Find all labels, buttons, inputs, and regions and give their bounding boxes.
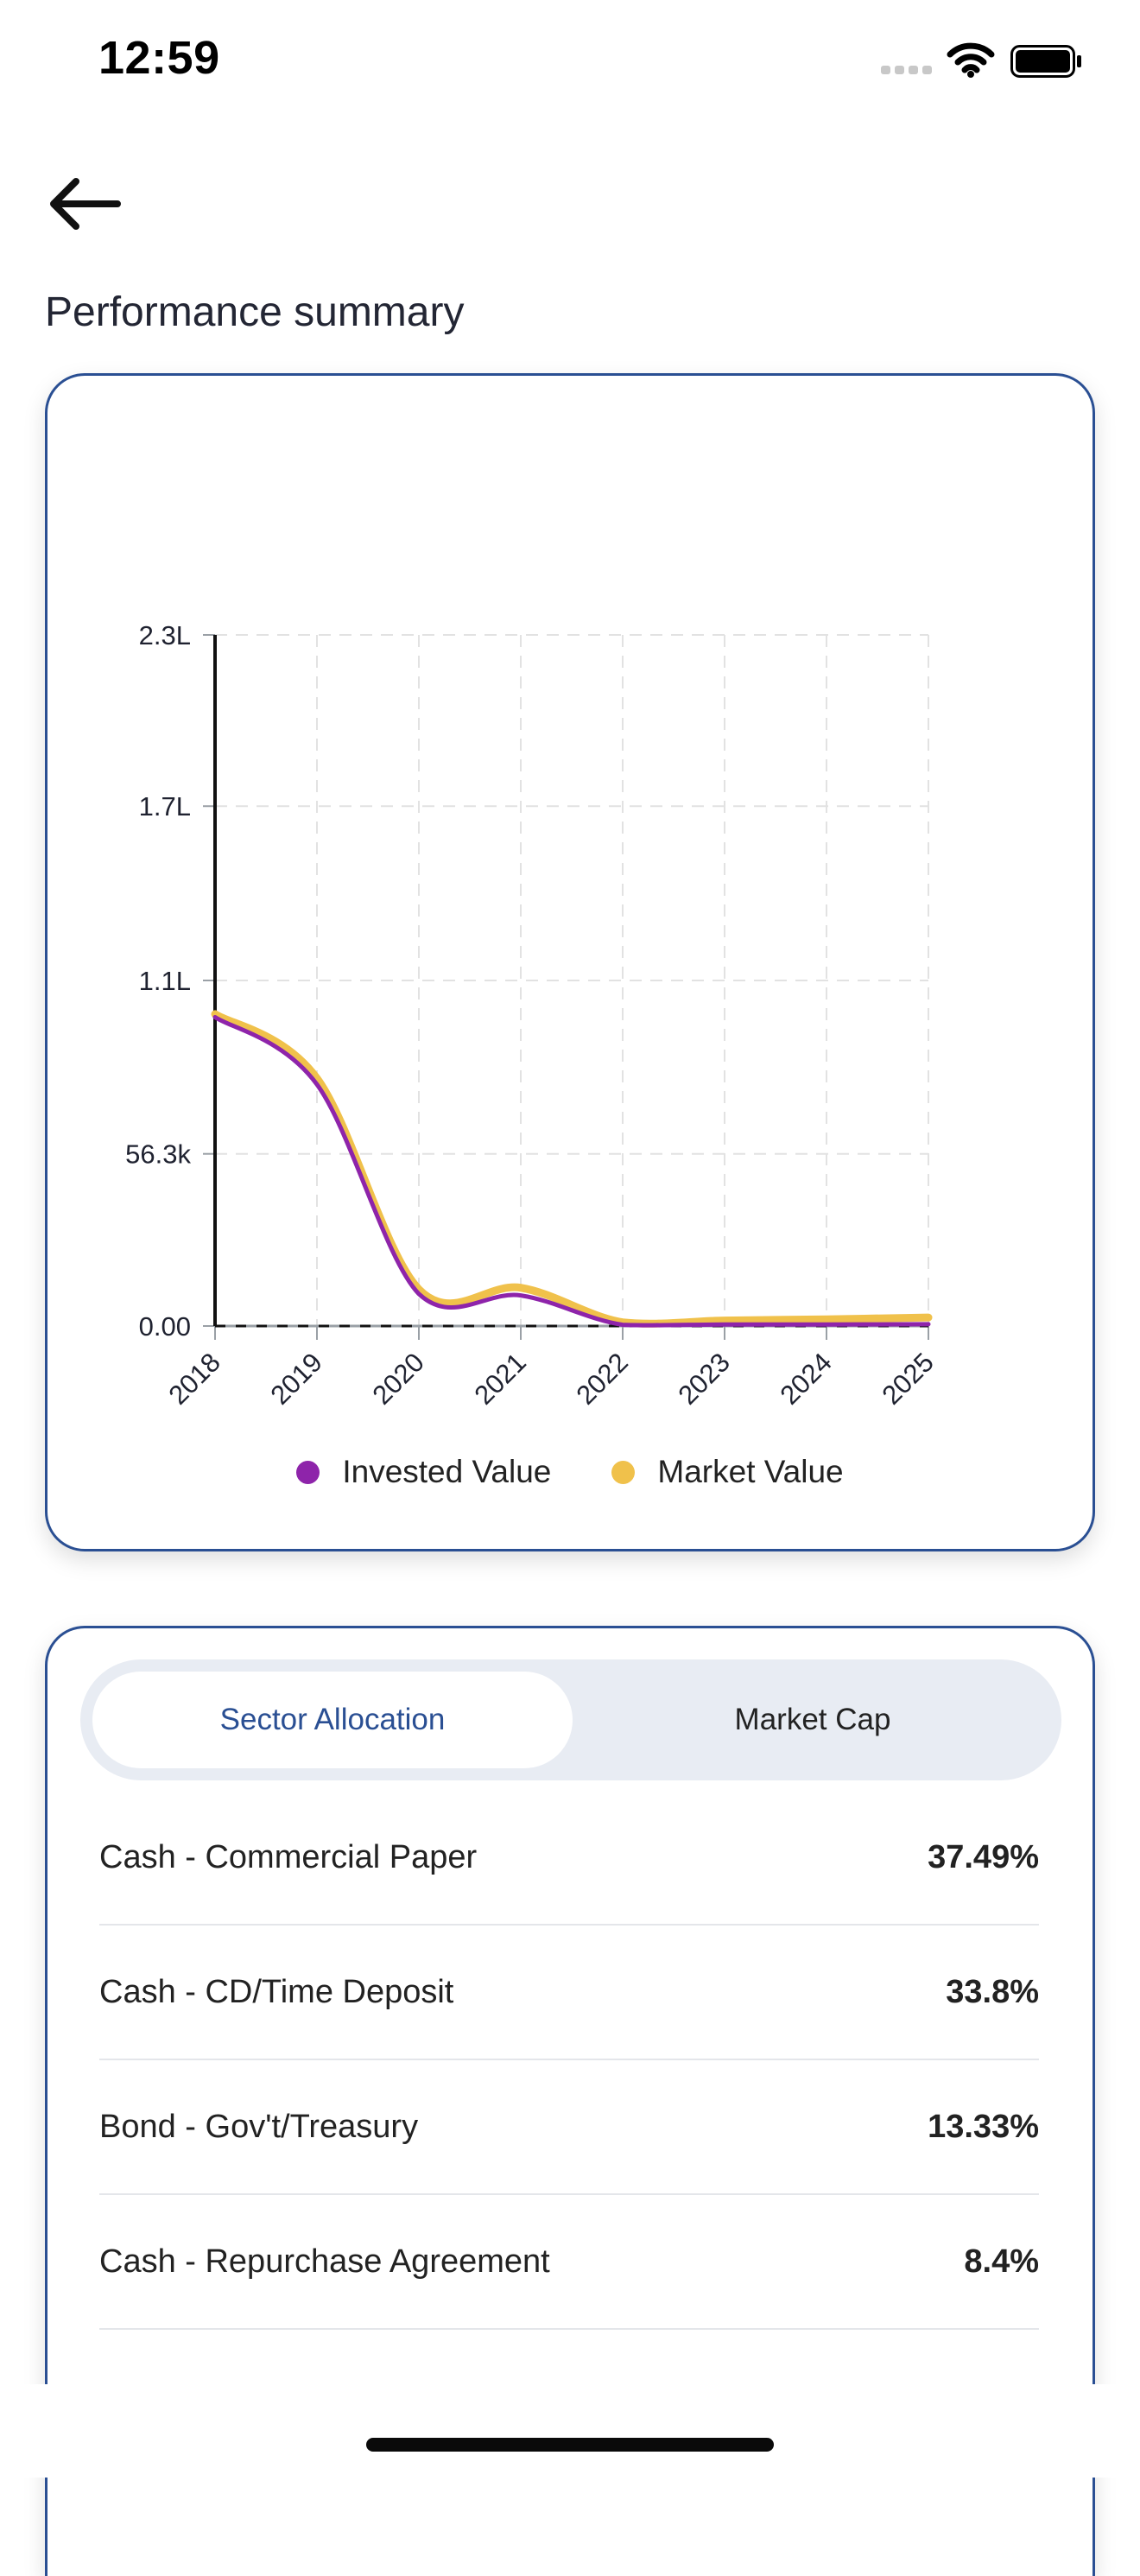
x-tick-label: 2018 xyxy=(162,1347,226,1411)
allocation-name: Cash - CD/Time Deposit xyxy=(99,1973,454,2010)
status-time: 12:59 xyxy=(98,32,220,84)
x-tick-label: 2021 xyxy=(468,1347,532,1411)
allocation-name: Cash - Commercial Paper xyxy=(99,1838,478,1875)
series-line-invested-value xyxy=(212,1014,931,1328)
series-line-market-value xyxy=(211,1010,933,1328)
y-tick-label: 1.1L xyxy=(139,966,191,996)
x-tick-label: 2025 xyxy=(876,1347,940,1411)
tab-market-cap[interactable]: Market Cap xyxy=(734,1703,891,1736)
legend-item[interactable]: Invested Value xyxy=(296,1454,551,1490)
cellular-signal-icon xyxy=(881,66,932,74)
back-button[interactable] xyxy=(47,169,133,238)
bottom-safe-area xyxy=(0,2384,1140,2478)
y-tick-label: 0.00 xyxy=(139,1311,191,1342)
allocation-segmented-control: Sector Allocation Market Cap xyxy=(80,1659,1061,1780)
allocation-name: Cash - Repurchase Agreement xyxy=(99,2243,550,2280)
wifi-icon xyxy=(947,42,995,78)
x-tick-label: 2024 xyxy=(774,1347,838,1411)
y-tick-label: 56.3k xyxy=(125,1139,191,1170)
legend-swatch xyxy=(296,1460,320,1484)
y-tick-label: 1.7L xyxy=(139,791,191,822)
arrow-left-icon xyxy=(50,178,121,230)
list-item[interactable]: Cash - Commercial Paper 37.49% xyxy=(99,1791,1039,1926)
x-tick-label: 2019 xyxy=(264,1347,328,1411)
legend-item[interactable]: Market Value xyxy=(611,1454,844,1490)
chart-legend: Invested Value Market Value xyxy=(48,1454,1092,1490)
status-bar: 12:59 xyxy=(0,0,1140,130)
performance-chart-card: 0.00 56.3k 1.1L 1.7L 2.3L 2018 2019 2020 2021 202… xyxy=(45,373,1095,1551)
x-tick-label: 2020 xyxy=(366,1347,430,1411)
home-indicator[interactable] xyxy=(366,2438,774,2452)
page-title: Performance summary xyxy=(45,289,465,335)
legend-swatch xyxy=(611,1460,636,1484)
y-tick-label: 2.3L xyxy=(139,620,191,650)
legend-label: Invested Value xyxy=(342,1454,552,1489)
x-tick-label: 2023 xyxy=(672,1347,736,1411)
x-tick-label: 2022 xyxy=(570,1347,634,1411)
list-item[interactable]: Bond - Gov't/Treasury 13.33% xyxy=(99,2060,1039,2195)
battery-icon xyxy=(1010,45,1081,78)
legend-label: Market Value xyxy=(657,1454,844,1489)
allocation-percent: 13.33% xyxy=(928,2108,1039,2145)
allocation-percent: 37.49% xyxy=(928,1838,1039,1875)
performance-line-chart: 0.00 56.3k 1.1L 1.7L 2.3L 2018 2019 2020 2021 202… xyxy=(125,620,940,1411)
allocation-list: Cash - Commercial Paper 37.49% Cash - CD… xyxy=(99,1791,1039,2330)
allocation-percent: 8.4% xyxy=(964,2243,1039,2280)
allocation-name: Bond - Gov't/Treasury xyxy=(99,2108,419,2145)
allocation-percent: 33.8% xyxy=(946,1973,1039,2010)
list-item[interactable]: Cash - Repurchase Agreement 8.4% xyxy=(99,2195,1039,2330)
list-item[interactable]: Cash - CD/Time Deposit 33.8% xyxy=(99,1926,1039,2060)
tab-sector-allocation[interactable]: Sector Allocation xyxy=(92,1672,573,1768)
